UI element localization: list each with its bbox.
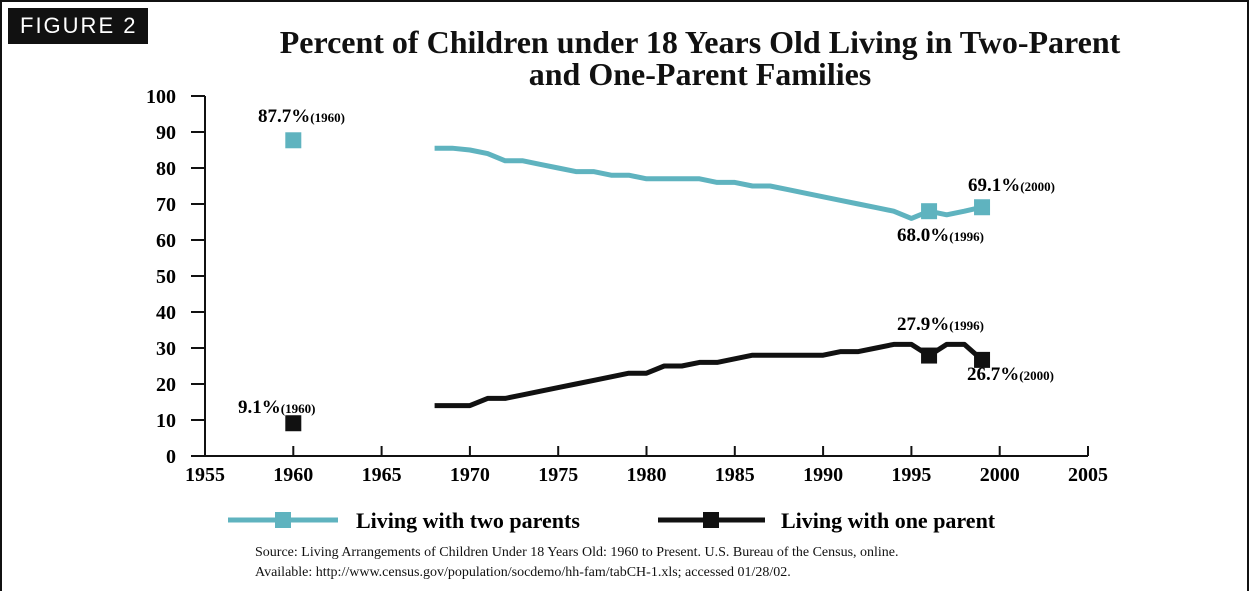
y-tick-label: 10 — [156, 410, 176, 432]
legend-label-two-parents: Living with two parents — [356, 508, 580, 533]
x-tick-label: 1975 — [538, 464, 578, 486]
y-tick-label: 30 — [156, 338, 176, 360]
annotation-value: 68.0% — [897, 225, 949, 246]
marker-one-parent-1960 — [285, 415, 302, 432]
y-tick-label: 20 — [156, 374, 176, 396]
annotation-value: 69.1% — [968, 175, 1020, 196]
annotation-year: (2000) — [1019, 368, 1054, 383]
annotation-value: 87.7% — [258, 106, 310, 127]
annotation-two-parents-2000: 69.1%(2000) — [968, 175, 1055, 196]
annotation-one-parent-2000: 26.7%(2000) — [967, 364, 1054, 385]
x-tick-label: 1960 — [273, 464, 313, 486]
annotation-year: (1960) — [281, 401, 316, 416]
y-tick-label: 90 — [156, 122, 176, 144]
chart-title-line1: Percent of Children under 18 Years Old L… — [279, 24, 1121, 60]
legend-label-one-parent: Living with one parent — [781, 508, 996, 533]
annotation-year: (1996) — [949, 318, 984, 333]
annotation-year: (2000) — [1020, 179, 1055, 194]
source-note: Source: Living Arrangements of Children … — [255, 543, 1155, 583]
source-line1: Source: Living Arrangements of Children … — [255, 545, 899, 560]
x-tick-label: 1990 — [803, 464, 843, 486]
x-tick-label: 1995 — [891, 464, 931, 486]
marker-one-parent — [921, 347, 938, 364]
legend-marker-one-parent — [703, 512, 719, 528]
annotation-value: 27.9% — [897, 314, 949, 335]
annotation-two-parents-1996: 68.0%(1996) — [897, 225, 984, 246]
x-tick-label: 1970 — [450, 464, 490, 486]
y-tick-label: 0 — [166, 446, 176, 468]
annotation-year: (1960) — [310, 110, 345, 125]
marker-one-parent — [974, 351, 991, 368]
y-tick-label: 50 — [156, 266, 176, 288]
x-tick-label: 1980 — [627, 464, 667, 486]
marker-two-parents — [921, 203, 938, 220]
x-tick-label: 2005 — [1068, 464, 1108, 486]
annotation-year: (1996) — [949, 229, 984, 244]
figure-label: FIGURE 2 — [8, 8, 148, 44]
x-tick-label: 1965 — [362, 464, 402, 486]
marker-two-parents-1960 — [285, 132, 302, 149]
source-line2: Available: http://www.census.gov/populat… — [255, 565, 791, 580]
chart-title-line2: and One-Parent Families — [528, 56, 872, 92]
annotation-one-parent-1960: 9.1%(1960) — [238, 397, 315, 418]
y-tick-label: 80 — [156, 158, 176, 180]
chart-title: Percent of Children under 18 Years Old L… — [160, 26, 1240, 90]
annotation-one-parent-1996: 27.9%(1996) — [897, 314, 984, 335]
series-line-one-parent — [434, 341, 984, 409]
legend-marker-two-parents — [275, 512, 291, 528]
marker-two-parents — [974, 199, 991, 216]
annotation-value: 26.7% — [967, 364, 1019, 385]
annotation-two-parents-1960: 87.7%(1960) — [258, 106, 345, 127]
x-tick-label: 2000 — [980, 464, 1020, 486]
y-tick-label: 70 — [156, 194, 176, 216]
x-tick-label: 1955 — [185, 464, 225, 486]
y-tick-label: 40 — [156, 302, 176, 324]
y-tick-label: 60 — [156, 230, 176, 252]
x-tick-label: 1985 — [715, 464, 755, 486]
y-tick-label: 100 — [146, 86, 176, 108]
annotation-value: 9.1% — [238, 397, 281, 418]
series-line-two-parents — [434, 145, 983, 221]
